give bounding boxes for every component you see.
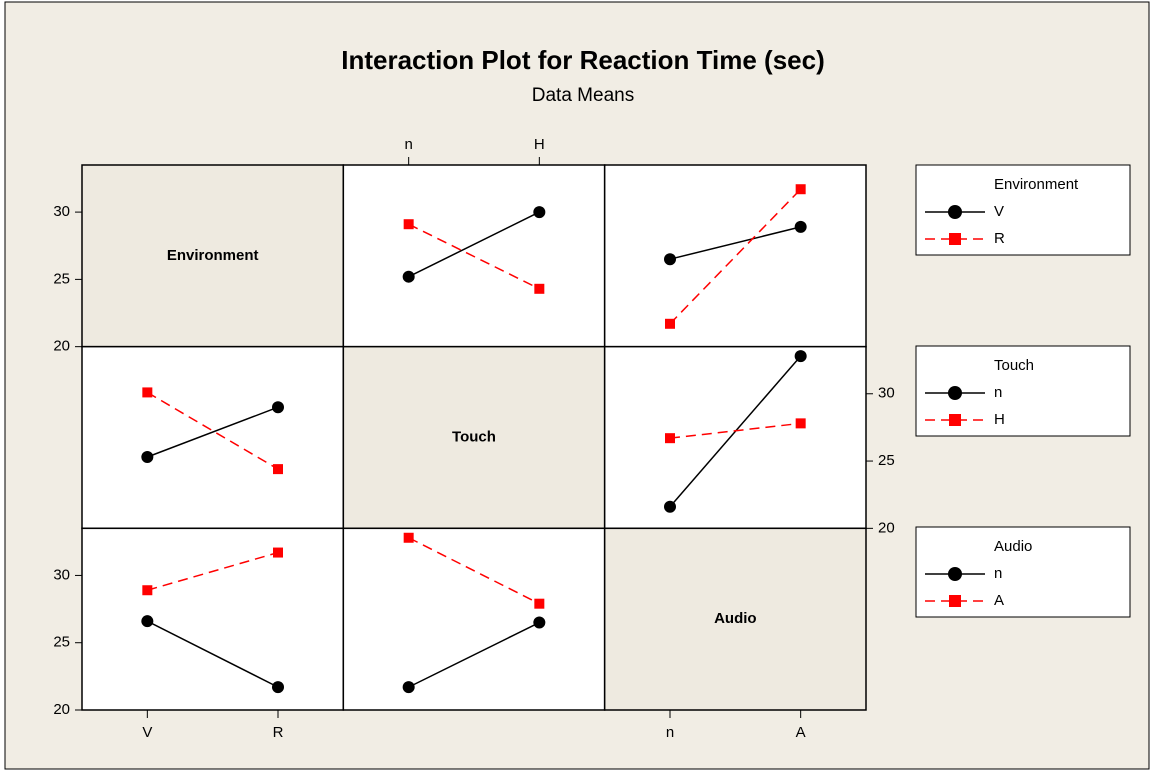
marker <box>402 681 415 694</box>
panel <box>603 345 867 530</box>
panel <box>81 345 345 530</box>
marker <box>794 220 807 233</box>
series-line <box>408 223 540 290</box>
legend-marker <box>949 233 961 245</box>
marker <box>141 451 154 464</box>
series-line <box>408 537 540 605</box>
legend-label: n <box>994 565 1002 582</box>
y-tick-label: 25 <box>53 270 70 287</box>
diagonal-cell <box>342 345 606 530</box>
legend-label: n <box>994 384 1002 401</box>
diagonal-cell <box>603 527 867 711</box>
marker <box>795 184 806 195</box>
marker <box>794 350 807 363</box>
y-tick-label: 30 <box>878 385 895 402</box>
marker <box>795 418 806 429</box>
series-line <box>408 211 540 278</box>
marker <box>665 318 675 329</box>
factor-label: Touch <box>452 428 496 445</box>
legend-marker <box>949 595 961 607</box>
legend-label: R <box>994 230 1005 247</box>
x-tick-label: n <box>404 136 412 153</box>
marker <box>664 253 676 266</box>
marker <box>142 585 153 596</box>
marker <box>533 616 546 629</box>
y-tick-label: 20 <box>878 519 895 536</box>
marker <box>402 270 415 283</box>
marker <box>141 615 154 628</box>
panel <box>603 164 867 348</box>
panel <box>342 527 606 711</box>
legend-marker <box>948 386 962 400</box>
legend-title: Touch <box>994 357 1034 374</box>
diagonal-cell <box>81 164 345 348</box>
y-tick-label: 25 <box>53 634 70 651</box>
legend-label: A <box>994 592 1004 609</box>
marker <box>533 206 546 219</box>
marker <box>664 500 676 513</box>
x-tick-label: n <box>666 724 674 741</box>
series-line <box>669 226 801 260</box>
x-tick-label: R <box>273 724 284 741</box>
y-tick-label: 25 <box>878 452 895 469</box>
y-tick-label: 30 <box>53 566 70 583</box>
chart-subtitle: Data Means <box>532 85 634 106</box>
x-tick-label: V <box>142 724 152 741</box>
legend-marker <box>948 205 962 219</box>
marker <box>142 387 153 398</box>
marker <box>403 219 414 230</box>
y-tick-label: 20 <box>53 338 70 355</box>
series-line <box>146 620 279 688</box>
series-line <box>147 551 279 591</box>
y-tick-label: 20 <box>53 701 70 718</box>
legend-label: V <box>994 203 1004 220</box>
legend-title: Environment <box>994 176 1079 193</box>
x-tick-label: H <box>534 136 545 153</box>
y-tick-label: 30 <box>53 203 70 220</box>
marker <box>272 401 284 414</box>
marker <box>272 681 284 694</box>
series-line <box>408 621 540 688</box>
x-tick-label: A <box>796 724 806 741</box>
marker <box>273 464 283 475</box>
chart-title: Interaction Plot for Reaction Time (sec) <box>341 45 825 75</box>
legend-label: H <box>994 411 1005 428</box>
marker <box>273 547 283 558</box>
series-line <box>147 406 279 458</box>
factor-label: Audio <box>714 610 757 627</box>
marker <box>534 283 545 294</box>
series-line <box>669 422 801 439</box>
panel <box>81 527 345 711</box>
legend-marker <box>949 414 961 426</box>
marker <box>534 598 545 609</box>
factor-label: Environment <box>167 247 259 264</box>
marker <box>665 433 675 444</box>
legend-title: Audio <box>994 538 1032 555</box>
series-line <box>146 391 279 470</box>
legend-marker <box>948 567 962 581</box>
marker <box>403 532 414 543</box>
